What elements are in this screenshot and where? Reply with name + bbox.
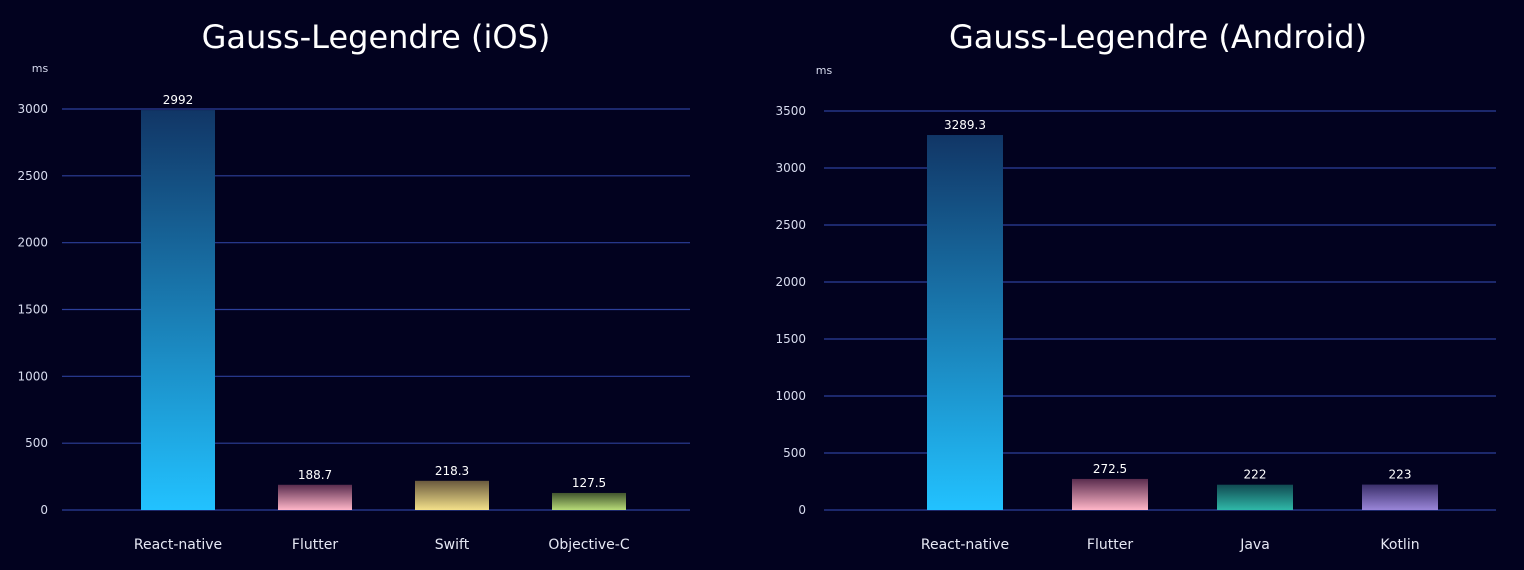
y-tick-label: 500 — [25, 436, 48, 450]
y-tick-label: 1000 — [17, 369, 48, 383]
y-axis-unit-label: ms — [32, 62, 49, 75]
android-bar-chart: ms 0 500 1000 1500 2000 2500 3000 3500 3289.3 Reac… — [775, 64, 1496, 553]
x-category-label: Objective-C — [548, 537, 629, 553]
bar-value-label: 188.7 — [298, 468, 332, 482]
android-chart-panel: Gauss-Legendre (Android) ms 0 500 1000 1500 2… — [762, 0, 1524, 570]
y-tick-label: 3000 — [17, 102, 48, 116]
y-axis-unit-label: ms — [816, 64, 833, 77]
bar-value-label: 3289.3 — [944, 118, 986, 132]
x-category-label: React-native — [134, 537, 222, 553]
chart-title: Gauss-Legendre (iOS) — [201, 18, 551, 56]
bar-objective-c — [552, 492, 626, 510]
x-category-label: Flutter — [292, 537, 338, 553]
y-tick-label: 3500 — [775, 104, 806, 118]
bar-value-label: 218.3 — [435, 464, 469, 478]
ios-chart-panel: Gauss-Legendre (iOS) ms 0 500 1000 1500 2000 2… — [17, 18, 690, 553]
y-tick-label: 1000 — [775, 389, 806, 403]
y-tick-label: 2000 — [17, 236, 48, 250]
bar-flutter — [1072, 478, 1148, 510]
y-tick-label: 1500 — [775, 332, 806, 346]
bar-value-label: 272.5 — [1093, 462, 1127, 476]
x-category-label: Java — [1239, 537, 1270, 553]
y-tick-label: 3000 — [775, 161, 806, 175]
x-category-label: Swift — [435, 537, 470, 553]
bar-value-label: 127.5 — [572, 476, 606, 490]
y-tick-label: 1500 — [17, 303, 48, 317]
bar-flutter — [278, 484, 352, 510]
bar-swift — [415, 480, 489, 510]
bar-react-native — [141, 110, 215, 510]
bar-value-label: 223 — [1389, 468, 1412, 482]
y-tick-label: 2000 — [775, 275, 806, 289]
x-category-label: Kotlin — [1380, 537, 1419, 553]
bar-value-label: 2992 — [163, 93, 194, 107]
bar-react-native — [927, 135, 1003, 510]
ios-bar-chart: ms 0 500 1000 1500 2000 2500 3000 2992 React-nati… — [17, 62, 690, 553]
bar-value-label: 222 — [1244, 468, 1267, 482]
x-category-label: React-native — [921, 537, 1009, 553]
y-tick-label: 2500 — [17, 169, 48, 183]
bar-java — [1217, 484, 1293, 510]
y-tick-label: 500 — [783, 446, 806, 460]
y-tick-label: 2500 — [775, 218, 806, 232]
y-tick-label: 0 — [40, 503, 48, 517]
bar-kotlin — [1362, 484, 1438, 510]
y-tick-label: 0 — [798, 503, 806, 517]
x-category-label: Flutter — [1087, 537, 1133, 553]
chart-title: Gauss-Legendre (Android) — [948, 18, 1368, 56]
